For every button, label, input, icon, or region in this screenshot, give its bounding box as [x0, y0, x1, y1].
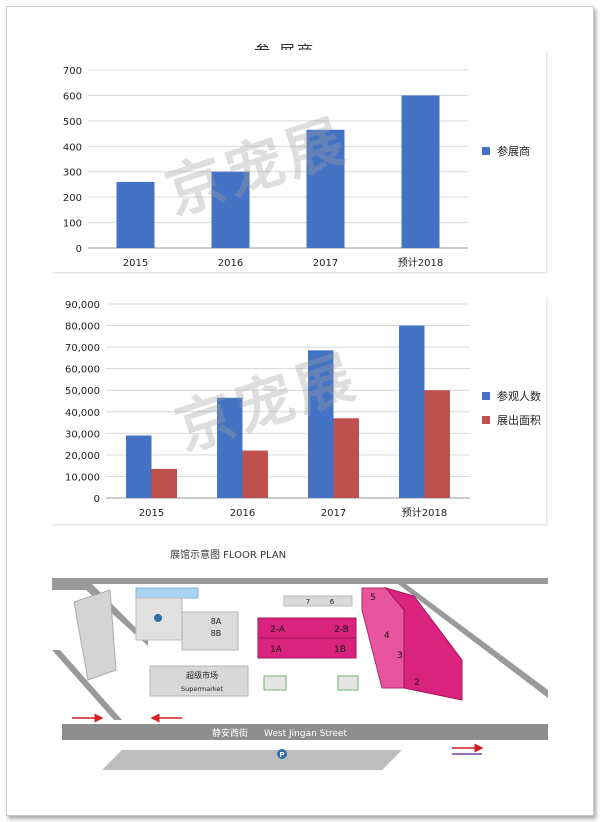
bar-visitors [399, 325, 425, 498]
x-tick-label: 2017 [321, 508, 346, 519]
visitors-area-chart: 0 10,000 20,000 30,000 40,000 50,000 60,000 70,… [52, 296, 546, 524]
x-tick-label: 2015 [139, 508, 164, 519]
bar-exhibitors [211, 171, 250, 248]
supermarket-en-label: Supermarket [181, 685, 223, 693]
bar-visitors [126, 435, 152, 498]
legend-swatch-visitors [482, 392, 490, 400]
x-tick-label: 2015 [123, 258, 148, 269]
hall-3-label: 3 [397, 651, 403, 661]
bar-exhibitors [306, 129, 345, 248]
x-tick-label: 预计2018 [398, 256, 443, 269]
west-jingan-street-road [62, 724, 548, 740]
north-road [52, 578, 548, 584]
legend-label-visitors: 参观人数 [497, 390, 541, 403]
y-tick-label: 300 [63, 168, 82, 179]
street-en-label: West Jingan Street [264, 729, 347, 739]
entrance-east [337, 675, 359, 691]
hall-4-label: 4 [384, 631, 390, 641]
street-cn-label: 静安西街 [212, 727, 248, 739]
hall-2-label: 2 [414, 678, 420, 688]
legend-visitors: 参观人数 [482, 388, 541, 404]
exhibitors-chart: 0 100 200 300 400 500 600 700 2015 2016 2017 预计2018… [52, 50, 546, 272]
hall-1a-label: 1A [270, 645, 283, 655]
y-tick-label: 0 [76, 244, 82, 255]
east-road [390, 578, 548, 698]
hall-6-label: 6 [330, 598, 335, 606]
y-tick-label: 80,000 [65, 322, 100, 333]
y-tick-label: 600 [63, 91, 82, 102]
y-tick-label: 400 [63, 142, 82, 153]
bar-area [333, 418, 359, 498]
bar-visitors [308, 350, 334, 498]
floor-plan: 展馆示意图 FLOOR PLAN P 8A 8B 超级市场 Supermarke… [52, 540, 548, 780]
parking-icon [277, 749, 287, 759]
hall-7-6 [283, 595, 353, 607]
supermarket-building [149, 665, 249, 697]
bar-visitors [217, 397, 243, 498]
y-tick-label: 90,000 [65, 300, 100, 311]
bar-exhibitors [401, 95, 440, 248]
parking-icon [154, 614, 162, 622]
legend-swatch-exhibitors [482, 147, 490, 155]
floor-plan-title: 展馆示意图 FLOOR PLAN [170, 548, 286, 561]
y-tick-label: 50,000 [65, 386, 100, 397]
y-tick-label: 500 [63, 117, 82, 128]
blue-building [135, 587, 199, 599]
bar-area [424, 390, 450, 498]
legend-label-area: 展出面积 [497, 414, 541, 427]
hall-5-label: 5 [370, 593, 376, 603]
halls-2-5 [384, 587, 463, 701]
floor-plan-svg: 展馆示意图 FLOOR PLAN P 8A 8B 超级市场 Supermarke… [52, 548, 548, 770]
legend-label-exhibitors: 参展商 [497, 145, 530, 158]
parking-symbol: P [279, 751, 284, 759]
hall-2b-label: 2-B [334, 625, 349, 635]
visitors-area-chart-svg: 0 10,000 20,000 30,000 40,000 50,000 60,000 70,… [65, 300, 470, 519]
hall-7-label: 7 [306, 598, 310, 606]
parking-lot [102, 750, 402, 770]
legend-exhibitors: 参展商 [482, 143, 530, 159]
x-tick-label: 2017 [313, 258, 338, 269]
y-tick-label: 20,000 [65, 451, 100, 462]
y-tick-label: 700 [63, 66, 82, 77]
hall-8a-label: 8A [211, 617, 222, 626]
x-tick-label: 预计2018 [402, 506, 447, 519]
bar-area [151, 468, 177, 498]
exhibitors-chart-svg: 0 100 200 300 400 500 600 700 2015 2016 2017 预计2018 [63, 66, 468, 269]
y-tick-label: 100 [63, 219, 82, 230]
legend-area: 展出面积 [482, 412, 541, 428]
x-tick-label: 2016 [218, 258, 243, 269]
y-tick-label: 10,000 [65, 472, 100, 483]
y-tick-label: 30,000 [65, 429, 100, 440]
y-tick-label: 0 [94, 494, 100, 505]
legend-swatch-area [482, 416, 490, 424]
hall-8 [181, 611, 239, 651]
x-tick-label: 2016 [230, 508, 255, 519]
west-road [52, 650, 122, 720]
y-tick-label: 60,000 [65, 365, 100, 376]
y-tick-label: 70,000 [65, 343, 100, 354]
y-tick-label: 200 [63, 193, 82, 204]
y-tick-label: 40,000 [65, 408, 100, 419]
hall-8b-label: 8B [211, 629, 222, 638]
bar-exhibitors [116, 181, 155, 248]
hall-2a-label: 2-A [270, 625, 286, 635]
hall-1b-label: 1B [334, 645, 346, 655]
bar-area [242, 450, 268, 498]
entrance-west [263, 675, 287, 691]
supermarket-cn-label: 超级市场 [186, 670, 218, 680]
hotel-building [73, 589, 117, 681]
